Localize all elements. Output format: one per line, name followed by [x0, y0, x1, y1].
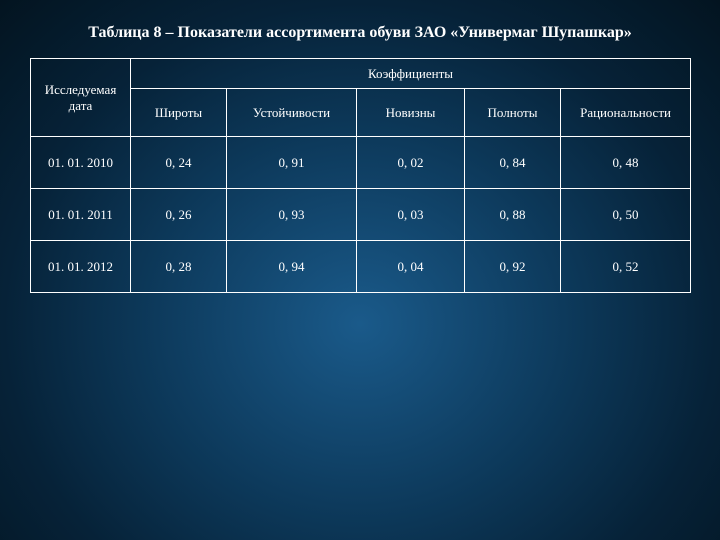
data-table: Исследуемая дата Коэффициенты Широты Уст… — [30, 58, 691, 293]
col-header: Полноты — [465, 89, 561, 137]
col-header: Рациональности — [561, 89, 691, 137]
table-row: 01. 01. 2011 0, 26 0, 93 0, 03 0, 88 0, … — [31, 189, 691, 241]
cell: 0, 52 — [561, 241, 691, 293]
table-row: 01. 01. 2012 0, 28 0, 94 0, 04 0, 92 0, … — [31, 241, 691, 293]
cell: 0, 84 — [465, 137, 561, 189]
cell: 0, 24 — [131, 137, 227, 189]
col-header: Широты — [131, 89, 227, 137]
group-header: Коэффициенты — [131, 59, 691, 89]
page-title: Таблица 8 – Показатели ассортимента обув… — [30, 24, 690, 42]
cell: 0, 26 — [131, 189, 227, 241]
cell: 0, 28 — [131, 241, 227, 293]
cell: 0, 02 — [357, 137, 465, 189]
row-date: 01. 01. 2012 — [31, 241, 131, 293]
cell: 0, 48 — [561, 137, 691, 189]
cell: 0, 94 — [227, 241, 357, 293]
col-header: Новизны — [357, 89, 465, 137]
row-date: 01. 01. 2011 — [31, 189, 131, 241]
cell: 0, 04 — [357, 241, 465, 293]
cell: 0, 50 — [561, 189, 691, 241]
cell: 0, 91 — [227, 137, 357, 189]
cell: 0, 88 — [465, 189, 561, 241]
table-row: 01. 01. 2010 0, 24 0, 91 0, 02 0, 84 0, … — [31, 137, 691, 189]
cell: 0, 92 — [465, 241, 561, 293]
cell: 0, 03 — [357, 189, 465, 241]
corner-header: Исследуемая дата — [31, 59, 131, 137]
col-header: Устойчивости — [227, 89, 357, 137]
cell: 0, 93 — [227, 189, 357, 241]
row-date: 01. 01. 2010 — [31, 137, 131, 189]
